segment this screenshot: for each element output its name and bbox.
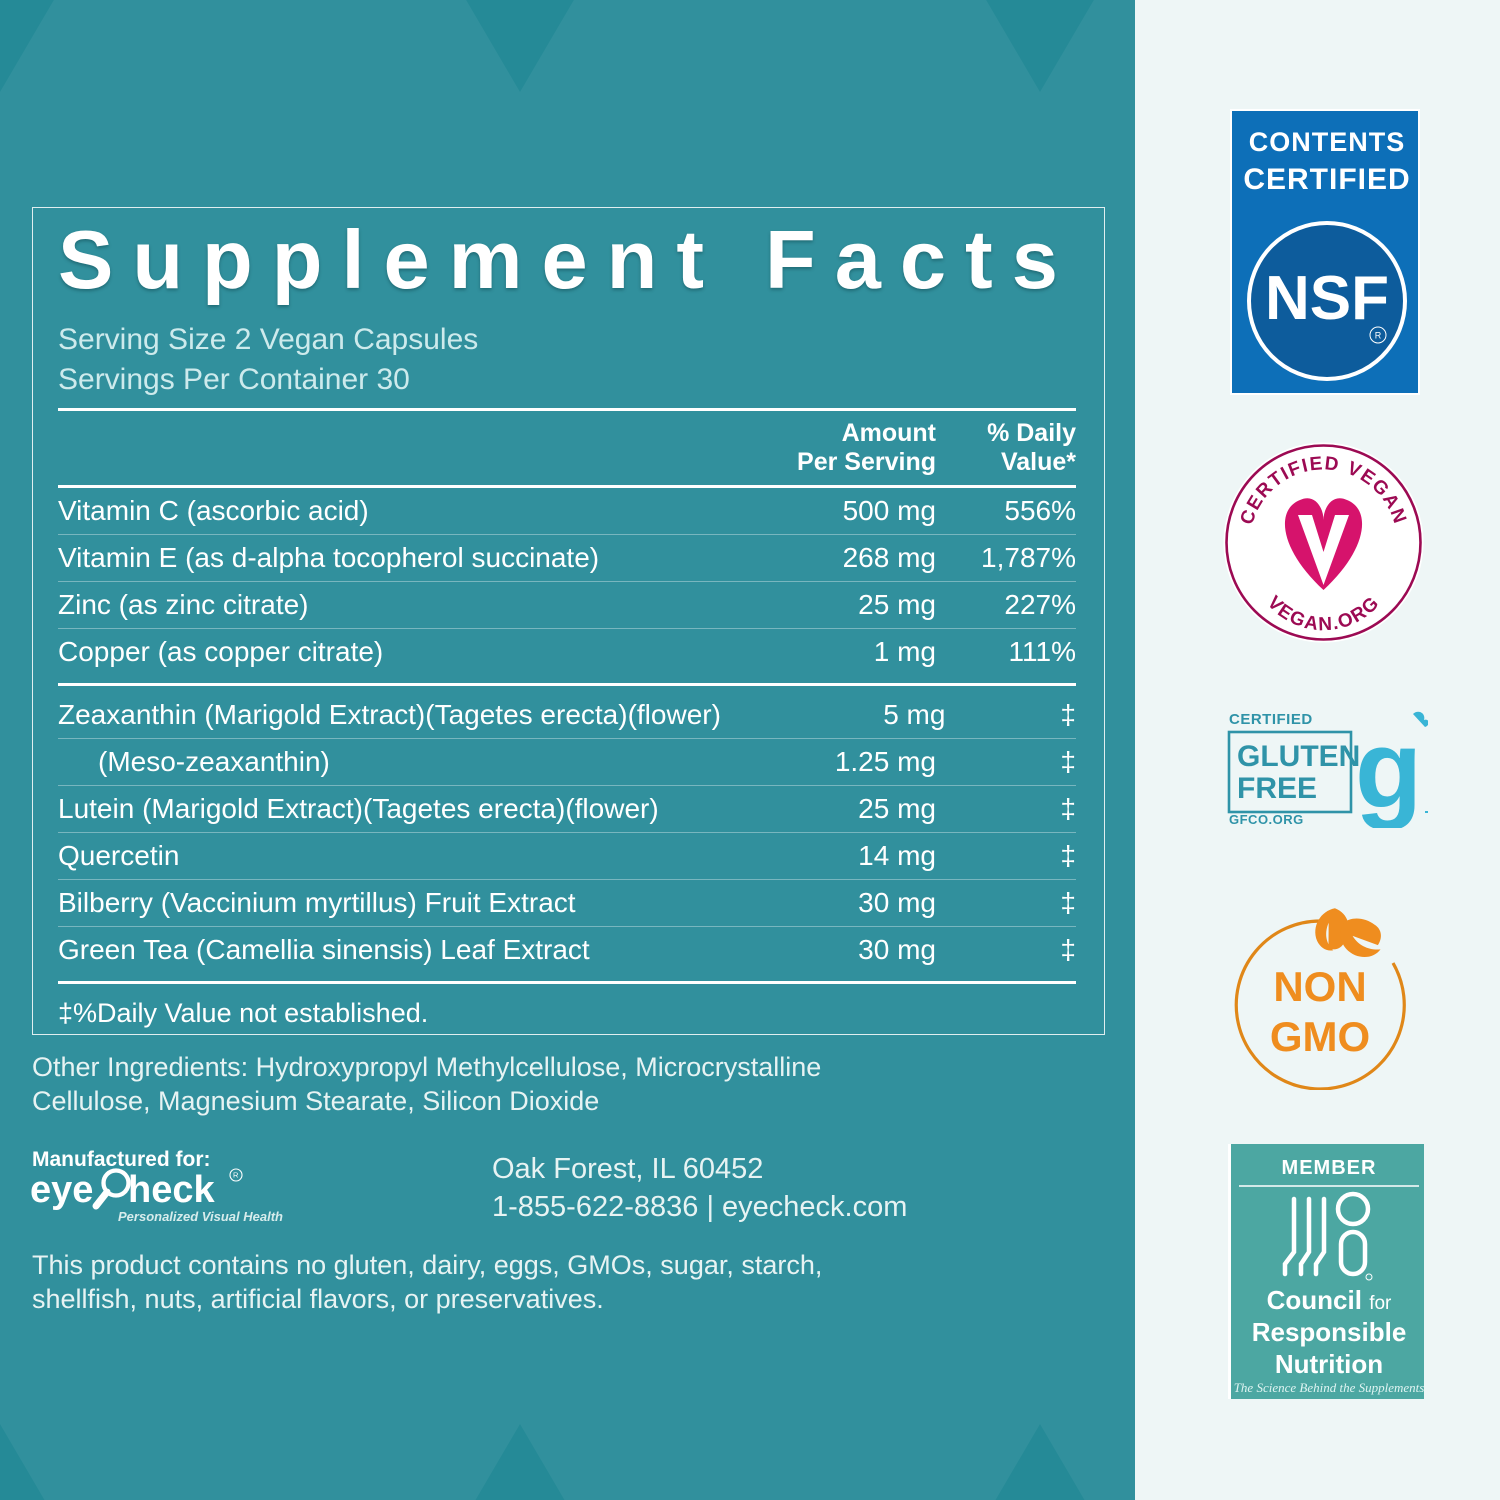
svg-text:FREE: FREE	[1237, 772, 1317, 805]
svg-text:NON: NON	[1273, 963, 1366, 1010]
svg-text:Nutrition: Nutrition	[1275, 1349, 1383, 1379]
svg-text:R: R	[1375, 331, 1382, 341]
svg-text:R: R	[233, 1171, 239, 1180]
svg-text:CONTENTS: CONTENTS	[1249, 127, 1406, 157]
svg-text:Responsible: Responsible	[1252, 1317, 1407, 1347]
svg-text:The Science Behind the Supplem: The Science Behind the Supplements	[1234, 1380, 1425, 1395]
svg-text:CERTIFIED: CERTIFIED	[1229, 711, 1313, 728]
svg-text:NSF: NSF	[1265, 264, 1389, 333]
svg-text:g: g	[1355, 708, 1422, 828]
svg-text:Personalized Visual Health: Personalized Visual Health	[118, 1209, 283, 1224]
svg-text:GMO: GMO	[1270, 1013, 1370, 1060]
svg-text:GLUTEN: GLUTEN	[1237, 740, 1360, 773]
svg-text:GFCO.ORG: GFCO.ORG	[1229, 812, 1304, 827]
svg-text:Council for: Council for	[1267, 1285, 1392, 1315]
svg-text:eye: eye	[30, 1169, 93, 1211]
svg-text:CERTIFIED: CERTIFIED	[1243, 163, 1410, 196]
svg-text:MEMBER: MEMBER	[1282, 1157, 1377, 1179]
svg-text:heck: heck	[128, 1169, 215, 1211]
